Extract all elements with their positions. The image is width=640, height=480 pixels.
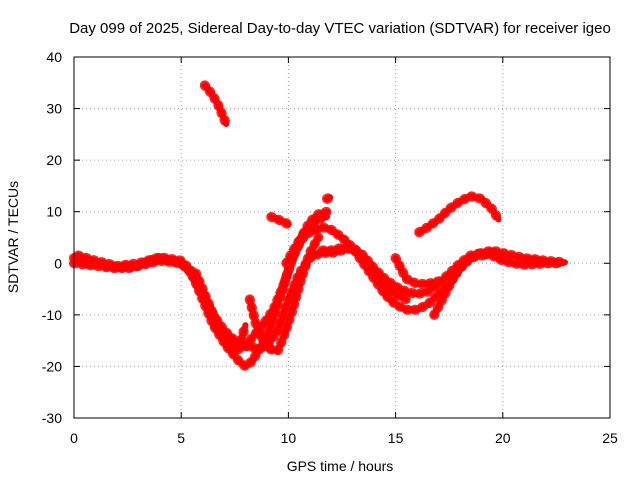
plot-frame [73,56,611,419]
y-axis-label: SDTVAR / TECUs [5,181,21,293]
y-tick-label: 0 [54,255,62,271]
y-tick-label: -10 [42,307,62,323]
x-tick-label: 20 [495,430,511,446]
y-tick-label: -20 [42,358,62,374]
series-markers-arc-10 [317,242,412,305]
series-markers-arc-4 [191,268,251,354]
x-tick-labels: 0 5 10 15 20 25 [70,430,618,446]
series-markers-arc-7 [266,211,294,230]
y-tick-labels: -30 -20 -10 0 10 20 30 40 [42,49,62,426]
x-axis-label: GPS time / hours [287,458,394,474]
y-tick-label: 40 [46,49,62,65]
y-tick-label: 20 [46,152,62,168]
series-markers-arc-13 [429,250,493,320]
y-tick-label: 30 [46,101,62,117]
series-markers-arc-11 [390,253,444,289]
x-tick-label: 0 [70,430,78,446]
series-markers-arc-12 [414,191,504,238]
y-tick-label: -30 [42,410,62,426]
y-tick-label: 10 [46,204,62,220]
series-markers-arc-8 [199,80,232,129]
series-markers-arc-5 [244,232,324,356]
chart-title: Day 099 of 2025, Sidereal Day-to-day VTE… [69,20,611,37]
grid-lines [74,57,610,418]
series-markers-arc-9 [322,192,336,204]
x-tick-label: 5 [177,430,185,446]
x-tick-label: 15 [388,430,404,446]
data-series [69,80,570,372]
x-tick-label: 25 [602,430,618,446]
series-markers-arc-6 [281,211,332,269]
x-tick-label: 10 [281,430,297,446]
